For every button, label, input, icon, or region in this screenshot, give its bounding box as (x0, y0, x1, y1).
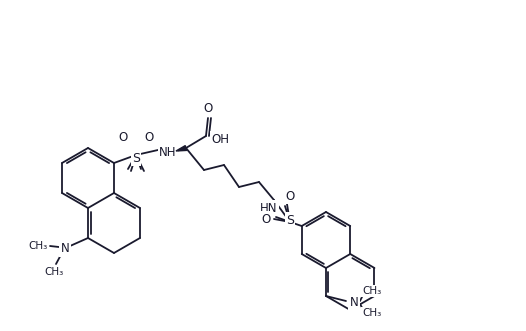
Text: N: N (60, 243, 69, 256)
Text: CH₃: CH₃ (362, 286, 381, 296)
Text: S: S (286, 213, 294, 226)
Text: NH: NH (159, 146, 177, 159)
Polygon shape (176, 146, 187, 151)
Text: CH₃: CH₃ (362, 308, 381, 318)
Text: O: O (261, 213, 270, 225)
Text: OH: OH (211, 132, 229, 146)
Text: N: N (350, 297, 358, 309)
Text: O: O (286, 190, 295, 203)
Text: O: O (144, 130, 154, 144)
Text: CH₃: CH₃ (28, 241, 48, 251)
Text: CH₃: CH₃ (44, 267, 64, 277)
Text: HN: HN (260, 202, 278, 214)
Text: O: O (204, 102, 213, 115)
Text: S: S (132, 152, 140, 165)
Text: O: O (118, 130, 128, 144)
